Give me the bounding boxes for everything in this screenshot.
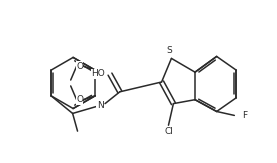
Text: HO: HO (91, 69, 105, 78)
Text: S: S (166, 46, 172, 55)
Text: O: O (76, 95, 83, 104)
Text: F: F (243, 111, 248, 120)
Text: O: O (76, 62, 83, 71)
Text: N: N (97, 101, 104, 110)
Text: Cl: Cl (164, 127, 173, 136)
